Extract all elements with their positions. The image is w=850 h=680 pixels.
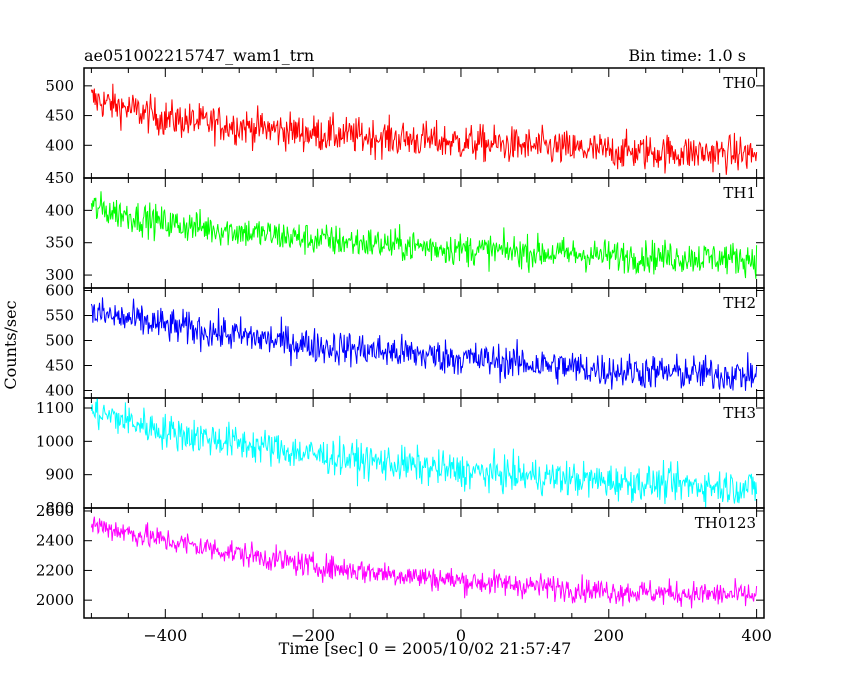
- x-tick-label: 0: [456, 626, 466, 645]
- panel-th0123: TH0123 2000 2200 2400 2600: [36, 502, 765, 619]
- x-tick-label: 400: [741, 626, 772, 645]
- panel-label: TH3: [723, 404, 756, 422]
- panel-label: TH1: [723, 184, 756, 202]
- panel-label: TH2: [723, 294, 756, 312]
- y-tick-label: 900: [45, 466, 74, 484]
- panel-th1: TH1 300 350 400 450: [45, 169, 765, 289]
- series-line-th1: [90, 191, 758, 279]
- y-tick-label: 450: [45, 357, 74, 375]
- y-tick-label: 450: [45, 107, 74, 125]
- y-axis-label: Counts/sec: [1, 300, 20, 389]
- y-tick-label: 450: [45, 169, 74, 187]
- y-tick-label: 350: [45, 234, 74, 252]
- panel-frame: [83, 287, 765, 399]
- y-tick-label: 2400: [36, 532, 74, 550]
- y-tick-label: 400: [45, 136, 74, 154]
- panel-th3: TH3 800 900 1000 1100: [36, 397, 765, 517]
- bin-time-label: Bin time: 1.0 s: [628, 46, 746, 65]
- panel-th2: TH2 400 450 500 550 600: [45, 282, 765, 400]
- y-tick-label: 800: [45, 499, 74, 517]
- x-axis-label: Time [sec] 0 = 2005/10/02 21:57:47: [279, 639, 572, 658]
- y-tick-label: 1100: [36, 399, 74, 417]
- y-tick-label: 2200: [36, 561, 74, 579]
- y-tick-label: 1000: [36, 432, 74, 450]
- panel-frame: [83, 397, 765, 509]
- series-line-th2: [90, 297, 758, 391]
- x-tick-label: −200: [291, 626, 335, 645]
- y-tick-label: 500: [45, 77, 74, 95]
- panels-group: TH0 400 450 500 TH1 300 350 400 450 TH2 400 450 500 5…: [36, 67, 772, 645]
- y-tick-label: 300: [45, 266, 74, 284]
- panel-label: TH0123: [695, 514, 756, 532]
- y-tick-label: 400: [45, 201, 74, 219]
- y-tick-label: 600: [45, 282, 74, 300]
- x-tick-label: 200: [594, 626, 625, 645]
- series-line-th0123: [90, 516, 758, 609]
- panel-label: TH0: [723, 74, 756, 92]
- y-tick-label: 400: [45, 382, 74, 400]
- y-tick-label: 2000: [36, 591, 74, 609]
- y-tick-label: 500: [45, 332, 74, 350]
- panel-th0: TH0 400 450 500: [45, 67, 765, 179]
- series-line-th0: [90, 83, 758, 175]
- chart-title: ae051002215747_wam1_trn: [84, 46, 314, 65]
- panel-frame: [83, 507, 765, 619]
- series-line-th3: [90, 398, 758, 508]
- y-tick-label: 550: [45, 307, 74, 325]
- x-tick-label: −400: [143, 626, 187, 645]
- y-tick-label: 2600: [36, 502, 74, 520]
